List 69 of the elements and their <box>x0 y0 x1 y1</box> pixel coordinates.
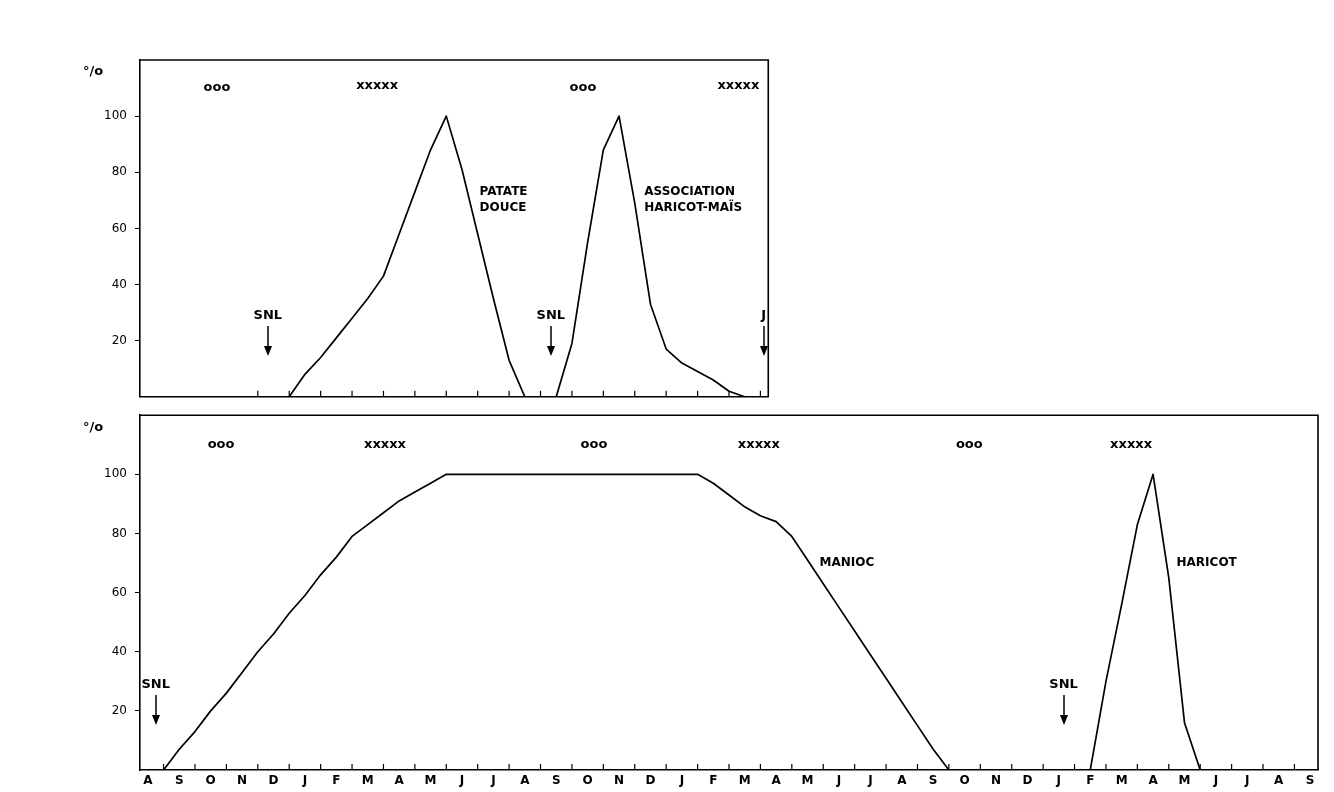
x-tick-label: A <box>143 773 154 788</box>
y-tick-label: 100 <box>104 466 127 481</box>
annotation: xxxxx <box>717 76 760 92</box>
x-tick-label: A <box>394 773 405 788</box>
x-tick-label: M <box>424 773 437 788</box>
x-tick-label: S <box>1305 773 1315 788</box>
annotation: J <box>760 306 766 322</box>
x-tick-label: J <box>1055 773 1062 788</box>
x-tick-label: J <box>301 773 308 788</box>
series-label: PATATE DOUCE <box>479 184 528 215</box>
y-tick-label: 60 <box>111 584 127 599</box>
x-tick-label: D <box>645 773 656 788</box>
x-tick-label: N <box>990 773 1002 788</box>
y-tick-label: 40 <box>111 643 127 658</box>
x-tick-label: J <box>458 773 465 788</box>
y-tick-label: 60 <box>111 220 127 235</box>
x-tick-label: M <box>1178 773 1191 788</box>
x-tick-label: F <box>1086 773 1095 788</box>
annotation: xxxxx <box>737 436 781 452</box>
series-label: MANIOC <box>819 555 875 570</box>
x-tick-label: N <box>237 773 248 788</box>
x-tick-label: F <box>709 773 718 788</box>
x-tick-label: S <box>174 773 184 788</box>
x-tick-label: J <box>835 773 842 788</box>
x-tick-label: J <box>1244 773 1250 788</box>
x-tick-label: A <box>897 773 908 788</box>
x-tick-label: A <box>1148 773 1159 788</box>
annotation: ooo <box>207 436 235 452</box>
x-tick-label: O <box>205 773 216 788</box>
annotation: ooo <box>569 79 597 95</box>
annotation: ooo <box>580 436 608 452</box>
y-axis-title: °/o <box>82 63 104 79</box>
annotation: ooo <box>955 436 983 452</box>
x-tick-label: O <box>959 773 970 788</box>
x-tick-label: J <box>867 773 873 788</box>
annotation: xxxxx <box>356 76 399 92</box>
y-tick-label: 100 <box>104 108 127 123</box>
series-label: ASSOCIATION HARICOT-MAÏS <box>644 184 743 215</box>
annotation: ooo <box>203 79 231 95</box>
annotation: SNL <box>1049 675 1078 691</box>
y-tick-label: 20 <box>111 702 127 717</box>
y-axis-title: °/o <box>82 418 104 434</box>
x-tick-label: S <box>928 773 938 788</box>
x-tick-label: A <box>771 773 782 788</box>
series-label: HARICOT <box>1176 555 1238 570</box>
x-tick-label: J <box>1212 773 1219 788</box>
y-tick-label: 80 <box>111 525 127 540</box>
x-tick-label: A <box>1274 773 1285 788</box>
annotation: xxxxx <box>1110 436 1153 452</box>
x-tick-label: A <box>520 773 531 788</box>
x-tick-label: N <box>614 773 625 788</box>
x-tick-label: F <box>332 773 341 788</box>
annotation: SNL <box>253 306 283 322</box>
x-tick-label: S <box>551 773 561 788</box>
annotation: SNL <box>536 306 566 322</box>
x-tick-label: D <box>268 773 279 788</box>
y-tick-label: 80 <box>111 164 127 179</box>
y-tick-label: 40 <box>111 276 127 291</box>
x-tick-label: M <box>801 773 814 788</box>
x-tick-label: M <box>361 773 374 788</box>
x-tick-label: M <box>1115 773 1128 788</box>
y-tick-label: 20 <box>111 332 127 347</box>
x-tick-label: D <box>1022 773 1033 788</box>
x-tick-label: J <box>678 773 685 788</box>
x-tick-label: M <box>738 773 751 788</box>
annotation: SNL <box>141 675 170 691</box>
annotation: xxxxx <box>364 436 407 452</box>
x-tick-label: O <box>582 773 593 788</box>
x-tick-label: J <box>490 773 496 788</box>
